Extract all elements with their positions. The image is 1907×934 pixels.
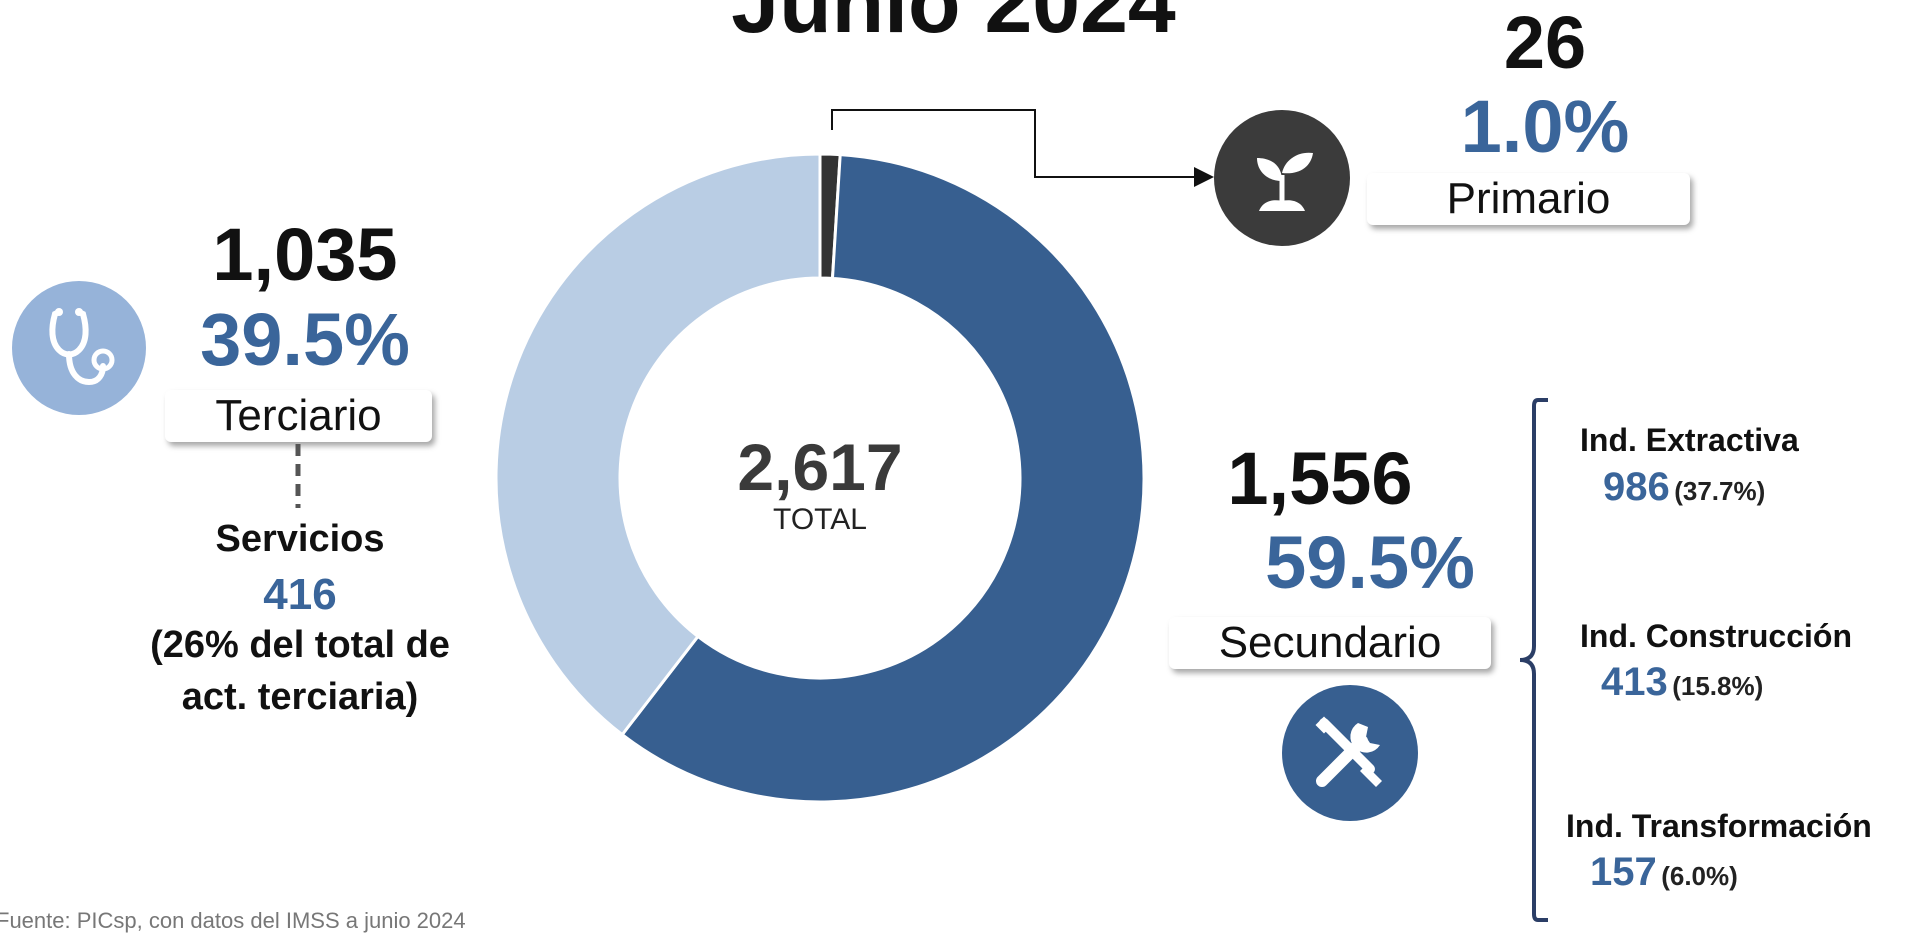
terciario-dashed-line	[295, 444, 301, 508]
secundario-label: Secundario	[1169, 617, 1491, 669]
secundario-percent: 59.5%	[1265, 521, 1475, 604]
terciario-label: Terciario	[165, 390, 432, 442]
breakdown-construccion-pct: (15.8%)	[1672, 671, 1764, 701]
servicios-note-line1: (26% del total de	[150, 624, 450, 666]
donut-chart: 2,617 TOTAL	[494, 152, 1146, 804]
plant-icon	[1257, 152, 1313, 211]
center-total-value: 2,617	[737, 430, 902, 504]
breakdown-extractiva-row: 986 (37.7%)	[1603, 465, 1765, 510]
primario-connector	[831, 109, 1214, 187]
secundario-bracket	[1519, 398, 1548, 922]
chart-title: Junio 2024	[731, 0, 1176, 51]
breakdown-extractiva-pct: (37.7%)	[1674, 476, 1766, 506]
servicios-value: 416	[263, 570, 337, 619]
breakdown-construccion-value: 413	[1601, 660, 1668, 704]
servicios-heading: Servicios	[215, 518, 385, 560]
primario-label: Primario	[1367, 173, 1690, 225]
primario-percent: 1.0%	[1460, 85, 1630, 168]
secundario-count: 1,556	[1227, 437, 1413, 520]
primario-count: 26	[1503, 1, 1587, 84]
secundario-icon-circle	[1282, 685, 1418, 821]
breakdown-extractiva-name: Ind. Extractiva	[1580, 422, 1799, 458]
breakdown-transformacion-row: 157 (6.0%)	[1590, 850, 1738, 895]
source-footnote: Fuente: PICsp, con datos del IMSS a juni…	[0, 908, 466, 933]
breakdown-transformacion-value: 157	[1590, 850, 1657, 894]
donut-slice-terciario	[494, 152, 822, 737]
terciario-icon-circle	[12, 281, 146, 415]
tools-icon	[1315, 716, 1382, 787]
terciario-count: 1,035	[212, 213, 398, 296]
donut-slice-secundario	[620, 153, 1146, 804]
breakdown-construccion-row: 413 (15.8%)	[1601, 660, 1763, 705]
breakdown-extractiva-value: 986	[1603, 465, 1670, 509]
servicios-note-line2: act. terciaria)	[181, 676, 419, 718]
stethoscope-icon	[49, 308, 115, 386]
breakdown-transformacion-name: Ind. Transformación	[1566, 808, 1872, 844]
terciario-percent: 39.5%	[200, 298, 410, 381]
primario-icon-circle	[1214, 110, 1350, 246]
breakdown-construccion-name: Ind. Construcción	[1580, 618, 1852, 654]
center-total-label: TOTAL	[773, 503, 867, 536]
breakdown-transformacion-pct: (6.0%)	[1661, 861, 1738, 891]
